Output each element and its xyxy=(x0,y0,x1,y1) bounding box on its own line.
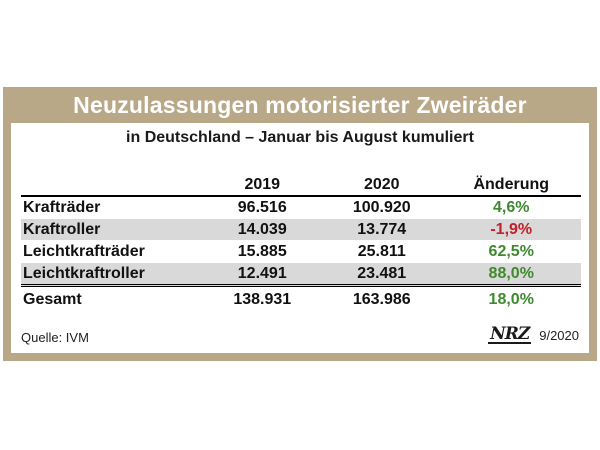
total-label: Gesamt xyxy=(21,284,203,310)
header-label xyxy=(21,175,203,197)
row-label: Krafträder xyxy=(21,196,203,219)
header-2020: 2020 xyxy=(322,175,442,197)
subtitle: in Deutschland – Januar bis August kumul… xyxy=(126,129,474,146)
content-panel: in Deutschland – Januar bis August kumul… xyxy=(11,123,589,353)
total-row: Gesamt 138.931 163.986 18,0% xyxy=(21,284,581,310)
row-value-2019: 96.516 xyxy=(202,196,322,219)
row-value-2020: 100.920 xyxy=(322,196,442,219)
nrz-logo: NRZ xyxy=(488,324,532,344)
row-value-2020: 13.774 xyxy=(322,218,442,241)
row-value-2019: 14.039 xyxy=(202,218,322,241)
row-value-2020: 23.481 xyxy=(322,262,442,287)
table-header-row: 2019 2020 Änderung xyxy=(21,175,581,197)
publication-date: 9/2020 xyxy=(539,327,579,343)
table-row: Leichtkraftroller 12.491 23.481 88,0% xyxy=(21,262,581,287)
row-label: Leichtkraftroller xyxy=(21,262,203,287)
header-2019: 2019 xyxy=(202,175,322,197)
row-value-2020: 25.811 xyxy=(322,240,442,263)
footer-credits: NRZ 9/2020 xyxy=(488,326,579,344)
total-change: 18,0% xyxy=(441,284,581,310)
infographic-frame: Neuzulassungen motorisierter Zweiräder i… xyxy=(3,87,597,361)
table-row: Krafträder 96.516 100.920 4,6% xyxy=(21,196,581,219)
registrations-table: 2019 2020 Änderung Krafträder 96.516 100… xyxy=(21,175,581,310)
row-change: -1,9% xyxy=(441,218,581,241)
row-change: 88,0% xyxy=(441,262,581,287)
row-value-2019: 12.491 xyxy=(202,262,322,287)
total-value-2019: 138.931 xyxy=(202,284,322,310)
row-label: Leichtkrafträder xyxy=(21,240,203,263)
row-change: 4,6% xyxy=(441,196,581,219)
infographic-title: Neuzulassungen motorisierter Zweiräder xyxy=(73,91,527,118)
row-value-2019: 15.885 xyxy=(202,240,322,263)
total-value-2020: 163.986 xyxy=(322,284,442,310)
row-change: 62,5% xyxy=(441,240,581,263)
table-row: Kraftroller 14.039 13.774 -1,9% xyxy=(21,218,581,241)
source-note: Quelle: IVM xyxy=(21,330,89,345)
table-row: Leichtkrafträder 15.885 25.811 62,5% xyxy=(21,240,581,263)
row-label: Kraftroller xyxy=(21,218,203,241)
header-change: Änderung xyxy=(441,175,581,197)
